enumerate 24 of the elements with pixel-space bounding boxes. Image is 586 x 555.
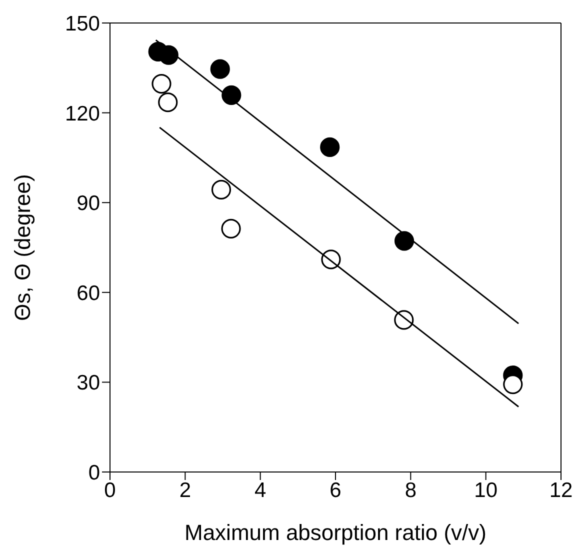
point [221,218,241,238]
point [158,92,178,112]
point [503,374,523,394]
point [222,85,242,105]
y-tick-label: 0 [88,461,100,484]
point [394,231,414,251]
x-tick-label: 2 [179,478,192,502]
point [210,59,230,79]
x-tick-label: 10 [474,478,498,502]
y-tick-label: 30 [76,372,100,395]
y-tick-label: 150 [64,12,100,36]
point [320,137,340,158]
point [152,74,172,94]
x-tick-label: 8 [404,478,417,502]
y-tick-label: 120 [64,102,100,126]
x-axis-title: Maximum absorption ratio (v/v) [184,520,486,545]
point [211,180,232,200]
y-tick-label: 90 [76,192,100,216]
x-tick-label: 0 [104,478,116,502]
y-axis-title: Θs, Θ (degree) [10,174,35,321]
x-tick-label: 6 [330,478,342,502]
y-tick-label: 60 [76,282,100,305]
x-tick-label: 12 [549,478,573,502]
x-tick-label: 4 [254,478,266,502]
